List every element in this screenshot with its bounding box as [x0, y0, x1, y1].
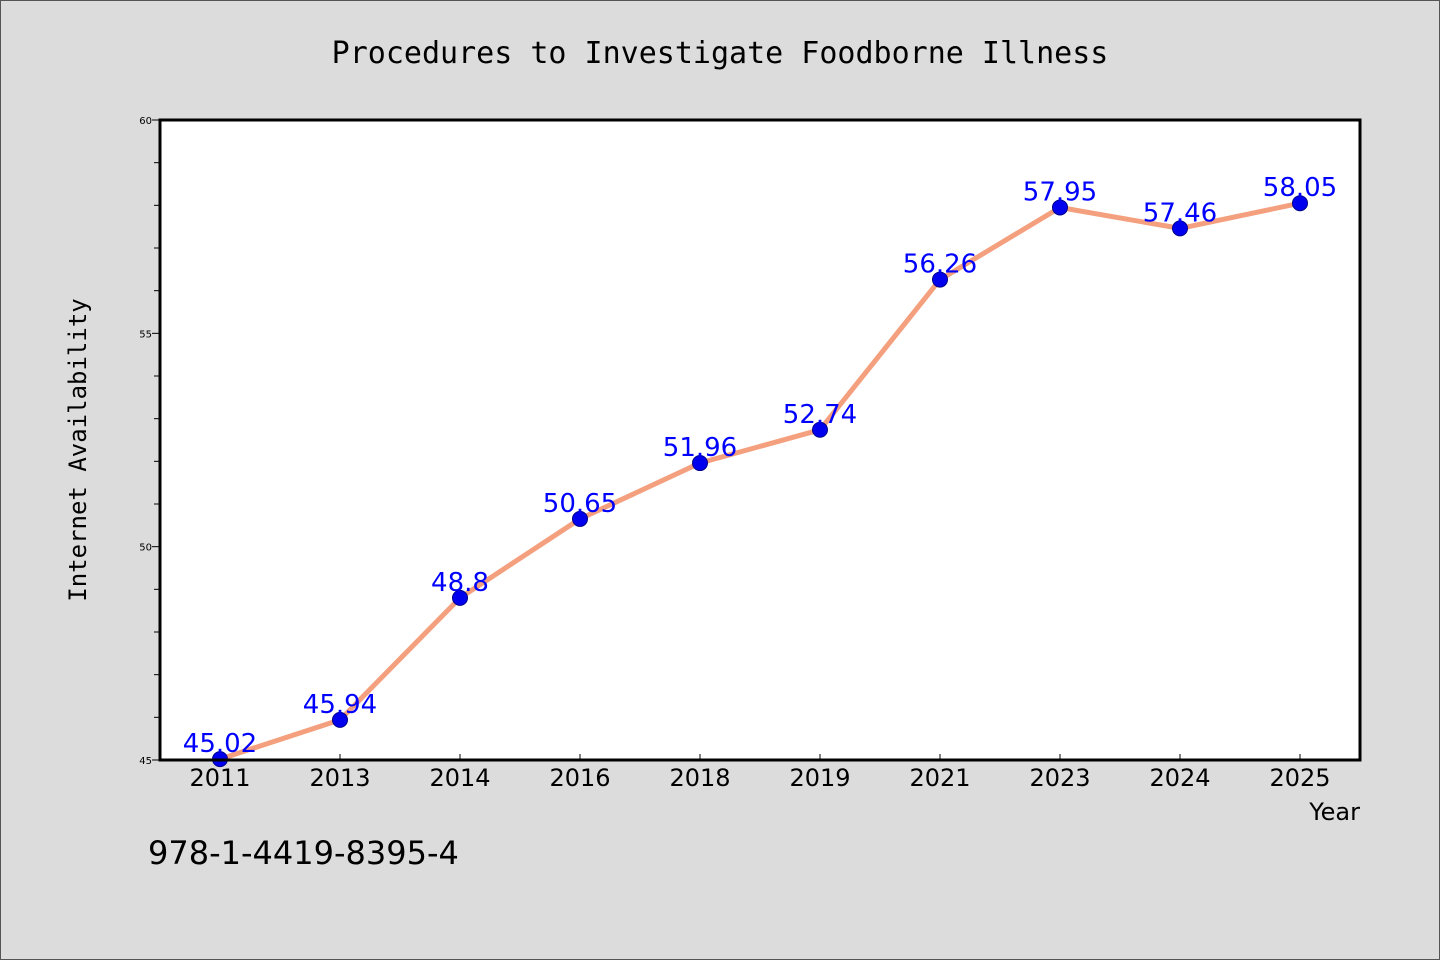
y-tick-label: 45	[139, 756, 152, 767]
data-labels: 45.02 45.94 48.8 50.65 51.96 52.74 56.26 57.95 5…	[183, 173, 1337, 759]
data-label: 57.46	[1143, 198, 1217, 228]
data-point-2023	[1052, 199, 1068, 216]
x-tick-label: 2014	[429, 764, 490, 792]
data-label: 58.05	[1263, 173, 1337, 203]
data-label: 45.02	[183, 729, 257, 759]
data-point-2025	[1292, 195, 1308, 212]
data-point-2016	[572, 510, 588, 527]
data-point-2019	[812, 421, 828, 438]
x-tick-label: 2021	[909, 764, 970, 792]
y-axis-label: Internet Availability	[64, 298, 92, 601]
x-axis-label: Year	[1308, 798, 1360, 826]
chart-title: Procedures to Investigate Foodborne Illn…	[332, 36, 1109, 71]
data-label: 56.26	[903, 250, 977, 280]
x-axis: 2011 2013 2014 2016 2018 2019 2021 2023 2024 2025	[189, 754, 1331, 792]
x-tick-label: 2019	[789, 764, 850, 792]
x-tick-label: 2025	[1269, 764, 1330, 792]
data-point-2014	[452, 589, 468, 606]
series-line	[217, 200, 1303, 762]
data-label: 45.94	[303, 690, 377, 720]
isbn-annotation: 978-1-4419-8395-4	[148, 834, 459, 872]
x-tick-label: 2018	[669, 764, 730, 792]
x-tick-label: 2023	[1029, 764, 1090, 792]
data-point-2018	[692, 455, 708, 472]
data-point-2021	[932, 271, 948, 288]
plot-frame	[158, 118, 1362, 762]
x-tick-label: 2013	[309, 764, 370, 792]
series-markers	[212, 195, 1308, 768]
x-tick-label: 2016	[549, 764, 610, 792]
y-tick-label: 55	[139, 329, 152, 340]
x-tick-label: 2011	[189, 764, 250, 792]
data-label: 52.74	[783, 400, 857, 430]
data-label: 48.8	[431, 568, 489, 598]
x-tick-label: 2024	[1149, 764, 1210, 792]
data-label: 51.96	[663, 433, 737, 463]
data-point-2013	[332, 711, 348, 728]
y-tick-label: 50	[139, 543, 152, 554]
y-tick-label: 60	[139, 116, 152, 127]
data-label: 57.95	[1023, 177, 1097, 207]
data-point-2024	[1172, 220, 1188, 237]
data-label: 50.65	[543, 489, 617, 519]
